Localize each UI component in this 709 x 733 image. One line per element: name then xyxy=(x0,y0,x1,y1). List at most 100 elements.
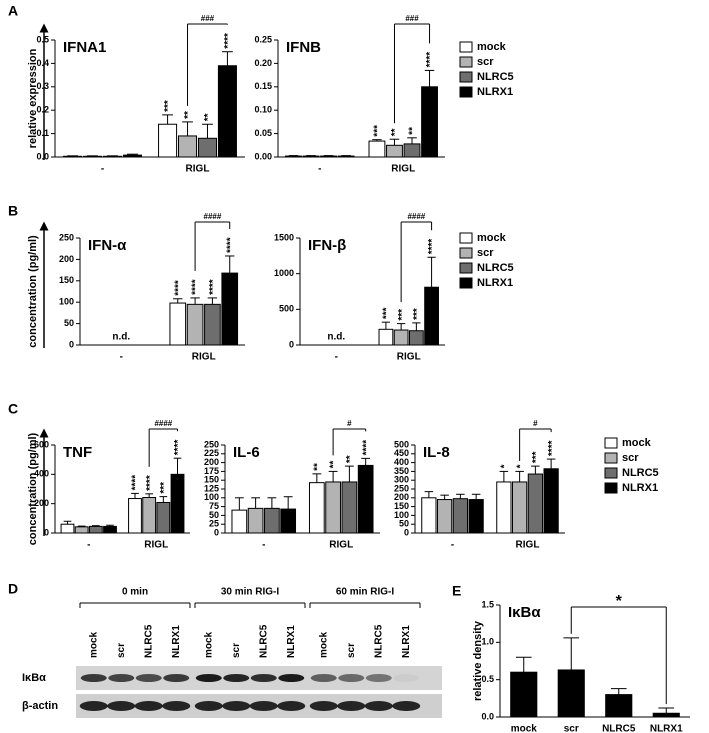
legend-swatch xyxy=(604,452,618,464)
y-tick-label: 0 xyxy=(404,527,409,537)
legend-swatch xyxy=(459,232,473,244)
bar xyxy=(452,498,468,534)
bar xyxy=(247,507,264,534)
x-tick-label: - xyxy=(262,540,265,551)
y-tick-label: 0 xyxy=(44,527,49,537)
x-tick-label: - xyxy=(335,352,338,363)
bar xyxy=(308,482,325,534)
y-axis-label: concentration (pg/ml) xyxy=(27,432,39,545)
bar xyxy=(512,481,528,534)
y-tick-label: 0.10 xyxy=(254,105,272,115)
blot-band xyxy=(135,674,162,682)
bar xyxy=(83,155,103,158)
legend-swatch xyxy=(604,437,618,449)
legend-label: mock xyxy=(477,232,507,244)
panel-label: D xyxy=(8,581,18,597)
bar xyxy=(408,330,424,346)
y-axis-label: relative expression xyxy=(27,48,39,148)
y-tick-label: 250 xyxy=(204,439,219,449)
bar xyxy=(74,526,89,534)
significance-stars: **** xyxy=(173,440,184,456)
blot-band xyxy=(249,701,278,711)
blot-band xyxy=(80,674,107,682)
legend-label: NLRC5 xyxy=(477,71,514,83)
significance-stars: **** xyxy=(173,280,184,296)
legend-label: scr xyxy=(477,247,494,259)
bar xyxy=(231,509,248,534)
y-tick-label: 250 xyxy=(59,232,74,242)
bar xyxy=(122,154,142,158)
annotation: n.d. xyxy=(327,332,345,343)
blot-band xyxy=(107,701,136,711)
bar xyxy=(170,473,185,534)
legend-swatch xyxy=(459,56,473,68)
significance-stars: **** xyxy=(361,440,372,456)
legend-label: NLRC5 xyxy=(477,262,514,274)
y-tick-label: 1.0 xyxy=(481,637,494,647)
lane-label: mock xyxy=(203,631,214,658)
blot-band xyxy=(277,701,306,711)
bar xyxy=(557,669,585,718)
y-tick-label: 1.5 xyxy=(481,599,494,609)
blot-band xyxy=(162,701,191,711)
blot-band xyxy=(365,674,392,682)
significance-stars: *** xyxy=(373,125,384,137)
x-tick-label: mock xyxy=(511,724,538,733)
blot-band xyxy=(364,701,393,711)
y-tick-label: 150 xyxy=(204,475,219,485)
lane-label: scr xyxy=(346,643,357,658)
y-tick-label: 1500 xyxy=(274,232,294,242)
x-tick-label: - xyxy=(451,540,454,551)
y-tick-label: 175 xyxy=(204,466,219,476)
x-tick-label: RIGL xyxy=(144,540,168,551)
lane-label: NLRX1 xyxy=(171,625,182,658)
bar xyxy=(285,155,302,158)
significance-stars: * xyxy=(515,464,526,468)
chart-title: IL-8 xyxy=(423,444,450,461)
y-tick-label: 500 xyxy=(394,439,409,449)
bar xyxy=(186,303,204,346)
y-tick-label: 0.3 xyxy=(36,81,49,91)
lane-label: mock xyxy=(88,631,99,658)
bracket-label: # xyxy=(347,419,352,428)
significance-stars: ** xyxy=(408,127,419,135)
blot-band xyxy=(222,701,251,711)
significance-stars: ** xyxy=(329,461,340,469)
y-tick-label: 200 xyxy=(59,254,74,264)
group-label: 60 min RIG-I xyxy=(336,587,395,598)
blot-band xyxy=(310,674,337,682)
bracket-label: ### xyxy=(405,14,419,23)
legend-label: NLRC5 xyxy=(622,467,659,479)
y-tick-label: 450 xyxy=(394,448,409,458)
lane-label: scr xyxy=(116,643,127,658)
y-tick-label: 0.25 xyxy=(254,34,272,44)
y-tick-label: 1000 xyxy=(274,268,294,278)
x-tick-label: NLRC5 xyxy=(602,724,636,733)
significance-stars: * xyxy=(500,464,511,468)
significance-stars: **** xyxy=(427,239,438,255)
panel-label: A xyxy=(8,3,18,19)
legend-swatch xyxy=(459,277,473,289)
bar xyxy=(527,473,543,534)
bar xyxy=(128,498,142,534)
blot-row-label: β-actin xyxy=(22,700,58,712)
legend-swatch xyxy=(604,467,618,479)
x-tick-label: - xyxy=(87,540,90,551)
blot-band xyxy=(337,701,366,711)
x-tick-label: NLRX1 xyxy=(650,724,683,733)
blot-band xyxy=(250,674,277,682)
bracket-label: # xyxy=(533,419,538,428)
chart-title: TNF xyxy=(63,444,92,461)
y-tick-label: 200 xyxy=(34,498,49,508)
blot-band xyxy=(194,701,223,711)
y-tick-label: 100 xyxy=(204,492,219,502)
bar xyxy=(88,525,103,534)
x-tick-label: RIGL xyxy=(391,164,415,175)
legend-swatch xyxy=(459,247,473,259)
blot-band xyxy=(338,674,365,682)
y-tick-label: 125 xyxy=(204,483,219,493)
y-tick-label: 0 xyxy=(289,339,294,349)
bracket-label: ### xyxy=(201,14,215,23)
bar xyxy=(510,671,538,718)
